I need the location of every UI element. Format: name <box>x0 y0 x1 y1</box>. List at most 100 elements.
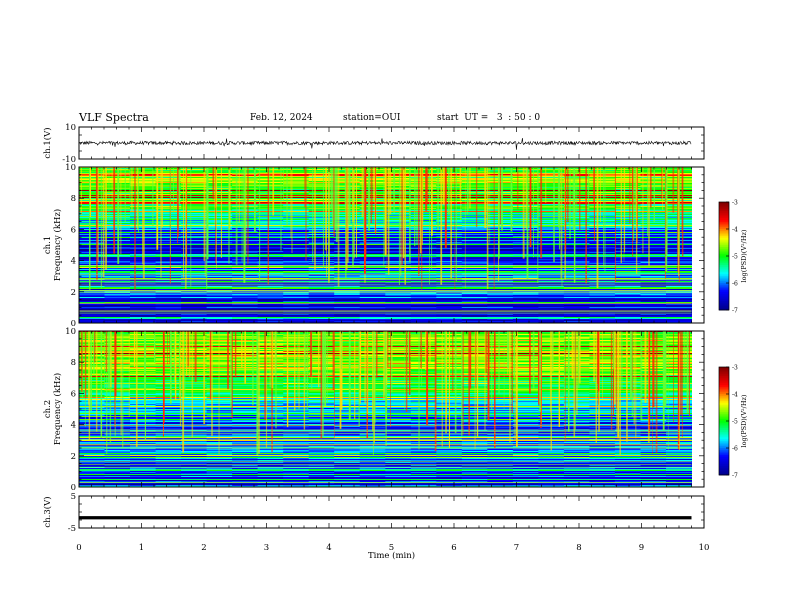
spec-cell <box>283 285 310 287</box>
spec-cell <box>130 280 156 282</box>
spec-cell <box>155 277 182 279</box>
spec-cell <box>640 253 667 255</box>
spec-cell <box>436 228 463 230</box>
spec-cell <box>283 291 310 293</box>
sferic-streak <box>214 167 216 226</box>
colorbar-cell <box>719 236 729 239</box>
spec-cell <box>155 222 182 224</box>
spec-cell <box>512 289 539 291</box>
spec-cell <box>563 291 590 293</box>
spec-cell <box>155 251 182 253</box>
spec-cell <box>130 286 156 288</box>
spec-cell <box>487 232 514 234</box>
spec-cell <box>283 194 310 196</box>
spec-cell <box>104 269 131 271</box>
spec-cell <box>461 289 488 291</box>
spec-cell <box>512 354 539 356</box>
spec-cell <box>589 177 616 179</box>
spec-cell <box>359 291 386 293</box>
spec-cell <box>563 256 590 258</box>
spec-cell <box>79 252 105 254</box>
spec-cell <box>257 234 284 236</box>
spec-cell <box>640 202 667 204</box>
spec-cell <box>359 254 386 256</box>
spec-cell <box>385 321 412 323</box>
spec-cell <box>461 276 488 278</box>
spec-cell <box>257 357 284 359</box>
spec-cell <box>257 169 284 171</box>
spec-cell <box>283 229 310 231</box>
spec-cell <box>283 341 310 343</box>
spec-cell <box>461 205 488 207</box>
spec-cell <box>410 313 437 315</box>
spec-cell <box>410 205 437 207</box>
spec-cell <box>308 304 335 306</box>
spec-cell <box>538 224 565 226</box>
spec-cell <box>130 348 156 350</box>
spec-cell <box>640 222 667 224</box>
spec-cell <box>206 321 233 323</box>
spec-cell <box>461 299 488 301</box>
spec-cell <box>461 273 488 275</box>
spec-cell <box>563 275 590 277</box>
spec-cell <box>512 266 539 268</box>
spec-cell <box>461 307 488 309</box>
spec-cell <box>410 193 437 195</box>
spec-cell <box>614 341 641 343</box>
spec-cell <box>283 266 310 268</box>
spec-cell <box>308 212 335 214</box>
spec-cell <box>130 332 156 334</box>
spec-cell <box>614 191 641 193</box>
spec-cell <box>538 226 565 228</box>
spec-cell <box>512 306 539 308</box>
spec-cell <box>436 315 463 317</box>
spec-cell <box>538 175 565 177</box>
spec-cell <box>512 319 539 321</box>
spec-cell <box>614 197 641 199</box>
spec-cell <box>410 209 437 211</box>
sferic-streak <box>173 167 174 213</box>
spec-cell <box>512 269 539 271</box>
spec-cell <box>155 307 182 309</box>
spec-cell <box>385 254 412 256</box>
spec-cell <box>538 184 565 186</box>
spec-cell <box>640 254 667 256</box>
spec-cell <box>334 302 361 304</box>
colorbar-cell <box>719 218 729 221</box>
spec-cell <box>487 277 514 279</box>
spec-cell <box>512 275 539 277</box>
spec-cell <box>130 285 156 287</box>
spec-cell <box>410 181 437 183</box>
spec-cell <box>104 266 131 268</box>
spec-cell <box>257 240 284 242</box>
spec-cell <box>283 178 310 180</box>
spec-cell <box>155 191 182 193</box>
sferic-streak <box>661 167 663 200</box>
spec-cell <box>614 321 641 323</box>
spec-cell <box>155 270 182 272</box>
spec-cell <box>461 314 488 316</box>
spec-cell <box>283 174 310 176</box>
spec-cell <box>283 278 310 280</box>
spec-cell <box>538 229 565 231</box>
spec-cell <box>257 287 284 289</box>
spec-cell <box>308 281 335 283</box>
spec-cell <box>206 206 233 208</box>
spec-cell <box>385 292 412 294</box>
spec-cell <box>666 306 692 308</box>
spec-cell <box>589 198 616 200</box>
spec-cell <box>206 280 233 282</box>
spec-cell <box>206 266 233 268</box>
spec-cell <box>155 171 182 173</box>
spec-cell <box>257 214 284 216</box>
spec-cell <box>512 242 539 244</box>
spec-cell <box>589 244 616 246</box>
spec-cell <box>436 224 463 226</box>
spec-cell <box>385 355 412 357</box>
spec-cell <box>206 251 233 253</box>
spec-cell <box>589 259 616 261</box>
spec-cell <box>487 320 514 322</box>
spec-cell <box>283 200 310 202</box>
spec-cell <box>283 271 310 273</box>
spec-cell <box>232 288 259 290</box>
